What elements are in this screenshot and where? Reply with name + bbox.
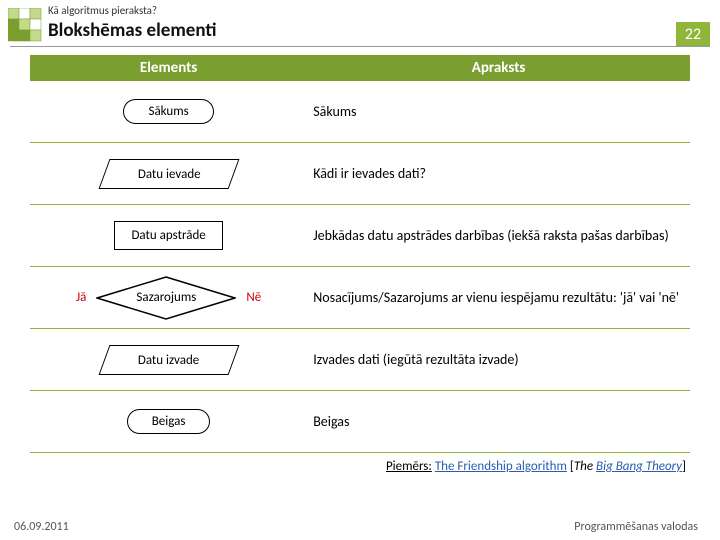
shape-cell: Beigas bbox=[30, 391, 307, 452]
col-head-description: Apraksts bbox=[307, 59, 690, 77]
shape-cell: Datu izvade bbox=[30, 329, 307, 390]
example-source-close: ] bbox=[682, 459, 686, 474]
table-row: Beigas Beigas bbox=[30, 391, 690, 453]
table-row: Datu apstrāde Jebkādas datu apstrādes dar… bbox=[30, 205, 690, 267]
example-source-link[interactable]: Big Bang Theory bbox=[596, 459, 682, 474]
table-row: Jā Sazarojums Nē Nosacījums/Sazarojums ar v… bbox=[30, 267, 690, 329]
header-title: Blokshēmas elementi bbox=[48, 19, 710, 42]
description-cell: Nosacījums/Sazarojums ar vienu iespējamu… bbox=[307, 267, 690, 328]
decision-wrap: Jā Sazarojums Nē bbox=[76, 276, 261, 320]
diamond-shape: Sazarojums bbox=[96, 276, 236, 320]
table-row: Datu ievade Kādi ir ievades dati? bbox=[30, 143, 690, 205]
example-prefix: Piemērs: bbox=[386, 459, 432, 474]
terminator-shape: Beigas bbox=[127, 409, 211, 434]
terminator-shape: Sākums bbox=[123, 99, 213, 124]
footer-course: Programmēšanas valodas bbox=[574, 520, 698, 534]
content-area: Elements Apraksts SākumsSākumsDatu ievad… bbox=[0, 47, 720, 480]
description-cell: Sākums bbox=[307, 81, 690, 142]
decision-yes-label: Jā bbox=[76, 290, 86, 305]
parallelogram-shape: Datu ievade bbox=[98, 159, 239, 189]
description-cell: Beigas bbox=[307, 391, 690, 452]
shape-cell: Sākums bbox=[30, 81, 307, 142]
example-source-italic: The bbox=[574, 459, 593, 474]
parallelogram-shape: Datu izvade bbox=[98, 345, 239, 375]
shape-cell: Datu ievade bbox=[30, 143, 307, 204]
header-subtitle: Kā algoritmus pieraksta? bbox=[48, 4, 710, 17]
shape-cell: Jā Sazarojums Nē bbox=[30, 267, 307, 328]
example-row: Piemērs: The Friendship algorithm [The B… bbox=[30, 453, 690, 480]
table-row: Sākums Sākums bbox=[30, 81, 690, 143]
slide-number: 22 bbox=[676, 22, 710, 46]
process-shape: Datu apstrāde bbox=[114, 221, 222, 250]
description-cell: Izvades dati (iegūtā rezultāta izvade) bbox=[307, 329, 690, 390]
footer: 06.09.2011 Programmēšanas valodas bbox=[14, 520, 698, 534]
slide-header: Kā algoritmus pieraksta? Blokshēmas elem… bbox=[0, 0, 720, 42]
example-link[interactable]: The Friendship algorithm bbox=[435, 459, 567, 474]
table-header: Elements Apraksts bbox=[30, 55, 690, 81]
description-cell: Kādi ir ievades dati? bbox=[307, 143, 690, 204]
col-head-element: Elements bbox=[30, 59, 307, 77]
shape-cell: Datu apstrāde bbox=[30, 205, 307, 266]
description-cell: Jebkādas datu apstrādes darbības (iekšā … bbox=[307, 205, 690, 266]
decision-no-label: Nē bbox=[246, 290, 261, 305]
footer-date: 06.09.2011 bbox=[14, 520, 69, 534]
table-row: Datu izvade Izvades dati (iegūtā rezultāt… bbox=[30, 329, 690, 391]
